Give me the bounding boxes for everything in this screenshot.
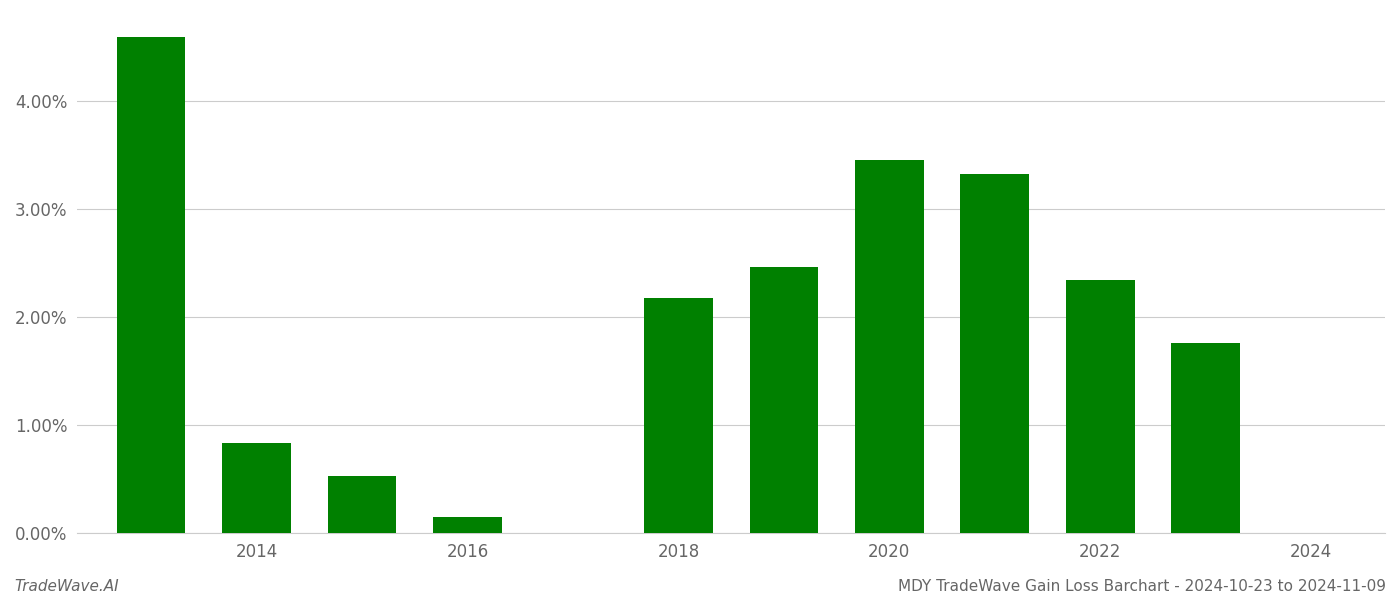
Bar: [328, 476, 396, 533]
Text: TradeWave.AI: TradeWave.AI: [14, 579, 119, 594]
Bar: [1172, 343, 1240, 533]
Bar: [116, 37, 185, 533]
Bar: [1065, 280, 1134, 533]
Bar: [223, 443, 291, 533]
Bar: [644, 298, 713, 533]
Bar: [960, 174, 1029, 533]
Text: MDY TradeWave Gain Loss Barchart - 2024-10-23 to 2024-11-09: MDY TradeWave Gain Loss Barchart - 2024-…: [897, 579, 1386, 594]
Bar: [433, 517, 501, 533]
Bar: [749, 266, 818, 533]
Bar: [855, 160, 924, 533]
